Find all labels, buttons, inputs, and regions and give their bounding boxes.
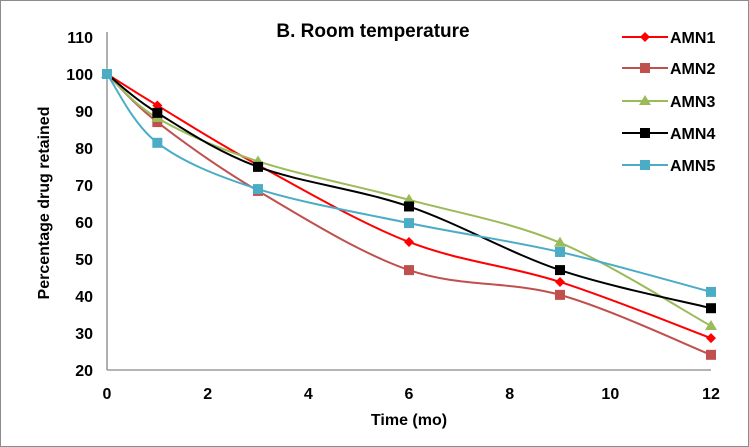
data-point (152, 107, 163, 118)
data-point (403, 193, 415, 204)
legend-item-amn5: AMN5 (622, 158, 715, 175)
legend-label: AMN1 (670, 30, 715, 47)
y-tick-label: 100 (66, 67, 93, 84)
legend-marker (640, 32, 650, 42)
y-axis-label: Percentage drug retained (36, 107, 53, 300)
legend-item-amn4: AMN4 (622, 126, 715, 143)
data-point (404, 201, 414, 212)
series-line (106, 73, 712, 356)
data-point (554, 236, 566, 247)
series-amn4 (102, 69, 716, 314)
data-point (404, 265, 414, 276)
data-point (152, 117, 163, 128)
legend-marker (640, 63, 650, 73)
data-point (706, 286, 716, 297)
legend-label: AMN2 (670, 61, 715, 78)
y-tick-label: 70 (75, 178, 93, 195)
x-tick-label: 8 (505, 386, 514, 403)
x-tick-label: 6 (405, 386, 414, 403)
data-point (555, 276, 565, 287)
data-point (555, 265, 565, 276)
y-tick-label: 50 (75, 252, 93, 269)
x-tick-label: 10 (601, 386, 619, 403)
data-point (404, 218, 414, 229)
data-point (404, 236, 414, 247)
y-tick-label: 60 (75, 215, 93, 232)
data-point (706, 333, 716, 344)
data-point (555, 289, 565, 300)
legend-marker (639, 95, 651, 105)
x-tick-label: 2 (203, 386, 212, 403)
y-tick-label: 20 (75, 363, 93, 380)
legend-item-amn3: AMN3 (622, 94, 715, 111)
data-point (706, 349, 716, 360)
series-line (106, 73, 712, 293)
x-tick-label: 12 (702, 386, 720, 403)
y-tick-label: 40 (75, 289, 93, 306)
data-point (152, 137, 163, 148)
data-point (705, 319, 717, 330)
legend-marker (640, 128, 650, 138)
data-point (102, 69, 112, 79)
series-line (106, 73, 712, 340)
x-tick-label: 0 (103, 386, 112, 403)
x-axis-label: Time (mo) (371, 412, 447, 429)
y-tick-label: 110 (67, 30, 93, 47)
legend-label: AMN3 (670, 94, 715, 111)
data-point (706, 303, 716, 314)
legend-item-amn2: AMN2 (622, 61, 715, 78)
y-tick-label: 80 (75, 141, 93, 158)
legend-item-amn1: AMN1 (622, 30, 715, 47)
chart-title: B. Room temperature (276, 21, 469, 42)
y-tick-label: 30 (75, 326, 93, 343)
series-amn5 (102, 69, 716, 297)
y-tick-label: 90 (75, 104, 93, 121)
legend-label: AMN5 (670, 158, 715, 175)
legend-label: AMN4 (670, 126, 715, 143)
data-point (253, 161, 263, 172)
legend-marker (640, 160, 650, 170)
series-amn2 (102, 69, 716, 360)
data-point (555, 246, 565, 257)
data-point (253, 184, 263, 195)
x-tick-label: 4 (304, 386, 313, 403)
series-amn3 (101, 68, 717, 330)
